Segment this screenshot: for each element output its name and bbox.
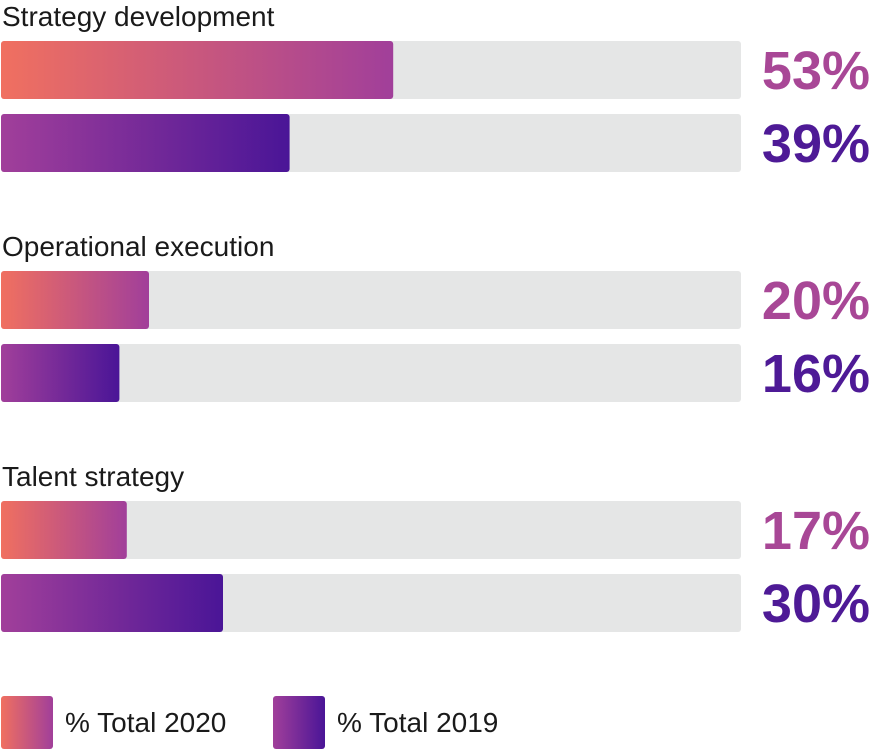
category-group: Strategy development 53% 39% [1, 1, 870, 174]
legend-swatch [1, 696, 53, 749]
bar-track [1, 501, 741, 559]
value-label: 16% [762, 344, 870, 404]
chart-groups: Strategy development 53% 39% Operational ex… [1, 1, 870, 634]
bar-2020 [1, 501, 127, 559]
legend-item: % Total 2020 [1, 696, 226, 749]
value-label: 30% [762, 574, 870, 634]
category-label: Strategy development [2, 1, 275, 32]
category-label: Talent strategy [2, 461, 184, 492]
category-group: Talent strategy 17% 30% [1, 461, 870, 634]
value-label: 20% [762, 271, 870, 331]
bar-2020 [1, 41, 394, 99]
value-label: 53% [762, 41, 870, 101]
bar-2020 [1, 271, 149, 329]
legend-label: % Total 2019 [337, 707, 498, 738]
value-label: 39% [762, 114, 870, 174]
category-label: Operational execution [2, 231, 274, 262]
bar-track [1, 271, 741, 329]
value-label: 17% [762, 501, 870, 561]
category-group: Operational execution 20% 16% [1, 231, 870, 404]
bar-2019 [1, 574, 223, 632]
bar-track [1, 344, 741, 402]
bar-2019 [1, 114, 290, 172]
legend-swatch [273, 696, 325, 749]
bar-2019 [1, 344, 120, 402]
legend-label: % Total 2020 [65, 707, 226, 738]
legend-item: % Total 2019 [273, 696, 498, 749]
legend: % Total 2020 % Total 2019 [1, 696, 498, 749]
